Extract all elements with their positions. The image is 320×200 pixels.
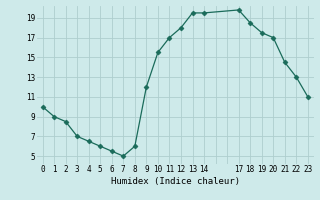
- X-axis label: Humidex (Indice chaleur): Humidex (Indice chaleur): [111, 177, 240, 186]
